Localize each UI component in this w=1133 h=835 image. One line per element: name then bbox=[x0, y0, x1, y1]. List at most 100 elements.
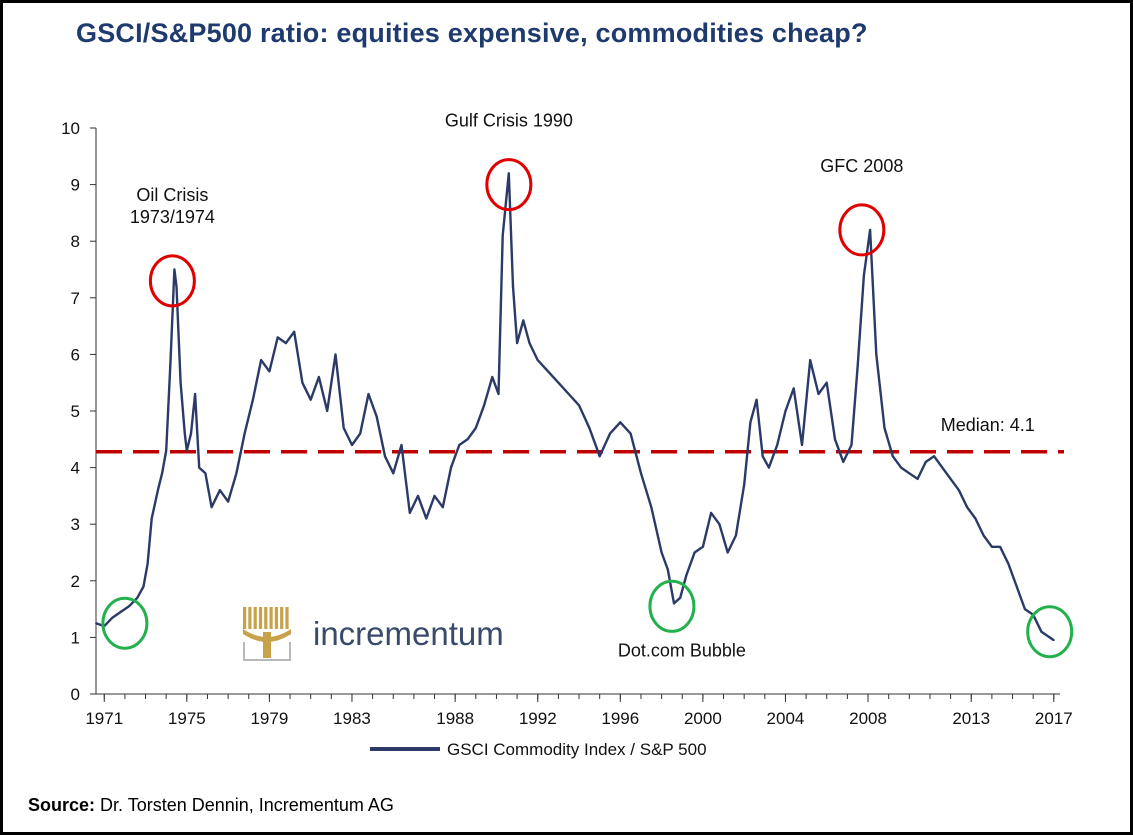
data-point bbox=[359, 432, 362, 435]
data-point bbox=[161, 472, 164, 475]
data-point bbox=[817, 393, 820, 395]
data-point bbox=[726, 551, 729, 554]
median-group: Median: 4.1 bbox=[96, 415, 1064, 454]
data-point bbox=[875, 353, 878, 356]
data-point bbox=[146, 562, 149, 565]
data-point bbox=[702, 545, 704, 548]
y-tick-label: 5 bbox=[71, 402, 80, 421]
data-point bbox=[685, 574, 688, 576]
source-label: Source: bbox=[28, 795, 96, 815]
data-point bbox=[491, 376, 494, 378]
y-tick-label: 8 bbox=[71, 232, 80, 251]
data-point bbox=[466, 438, 469, 441]
data-point bbox=[142, 585, 145, 588]
x-tick-label: 1996 bbox=[601, 709, 639, 728]
data-point bbox=[856, 364, 859, 367]
data-point bbox=[693, 551, 696, 554]
data-point bbox=[801, 444, 803, 446]
x-tick-label: 1983 bbox=[333, 709, 371, 728]
data-point bbox=[588, 427, 591, 429]
x-tick-label: 2017 bbox=[1035, 709, 1073, 728]
series-line bbox=[95, 172, 1055, 642]
data-point bbox=[483, 404, 485, 407]
data-point bbox=[809, 359, 812, 361]
data-point bbox=[367, 393, 370, 395]
data-point bbox=[933, 455, 935, 458]
incrementum-logo: incrementum bbox=[243, 607, 504, 661]
trough-circle-marker bbox=[101, 596, 149, 650]
source-note: Source: Dr. Torsten Dennin, Incrementum … bbox=[28, 795, 394, 816]
data-point bbox=[516, 342, 518, 344]
data-point bbox=[219, 489, 221, 492]
data-point bbox=[924, 461, 927, 463]
data-point bbox=[450, 466, 452, 469]
data-point bbox=[609, 432, 611, 435]
logo-text: incrementum bbox=[313, 615, 504, 652]
peak-circle-marker bbox=[838, 203, 886, 257]
data-point bbox=[173, 268, 176, 271]
data-point bbox=[425, 517, 428, 520]
data-point bbox=[650, 506, 653, 509]
data-point bbox=[190, 432, 192, 435]
data-point bbox=[966, 506, 968, 509]
data-point bbox=[198, 466, 201, 469]
data-point bbox=[301, 381, 304, 384]
peak-circle-marker bbox=[485, 158, 533, 212]
data-point bbox=[718, 523, 721, 526]
data-point bbox=[293, 330, 296, 333]
data-point bbox=[982, 534, 985, 537]
data-point bbox=[276, 336, 279, 339]
legend-label: GSCI Commodity Index / S&P 500 bbox=[447, 740, 707, 759]
data-point bbox=[660, 551, 663, 554]
data-point bbox=[776, 444, 779, 446]
data-point bbox=[640, 472, 642, 475]
data-point bbox=[908, 472, 911, 475]
data-point bbox=[1007, 562, 1010, 565]
data-point bbox=[749, 421, 752, 424]
data-point bbox=[679, 596, 682, 599]
data-point bbox=[417, 495, 419, 497]
annotation-label: GFC 2008 bbox=[820, 156, 903, 176]
data-point bbox=[351, 444, 353, 446]
tree-logo-icon bbox=[243, 607, 291, 661]
data-point bbox=[268, 370, 271, 373]
data-point bbox=[916, 478, 919, 480]
data-point bbox=[941, 466, 944, 469]
data-point bbox=[128, 605, 130, 608]
data-point bbox=[235, 472, 238, 475]
data-point bbox=[441, 506, 444, 509]
chart-title: GSCI/S&P500 ratio: equities expensive, c… bbox=[76, 18, 868, 48]
axes: 0 1 2 3 4 5 6 7 8 9 10 1971 1975 1979 1983 1988 1992 1996… bbox=[61, 119, 1073, 728]
data-point bbox=[165, 449, 168, 452]
annotation-label: 1973/1974 bbox=[130, 207, 215, 227]
data-point bbox=[169, 364, 172, 367]
data-point bbox=[474, 427, 477, 429]
data-point bbox=[629, 432, 632, 435]
data-point bbox=[755, 398, 758, 401]
x-tick-label: 1988 bbox=[436, 709, 474, 728]
y-tick-label: 1 bbox=[71, 628, 80, 647]
data-point bbox=[974, 517, 977, 520]
data-point bbox=[501, 234, 504, 237]
data-point bbox=[991, 545, 993, 548]
logo-canopy-bar bbox=[258, 607, 263, 629]
data-point bbox=[1024, 608, 1026, 610]
y-tick-label: 4 bbox=[71, 459, 80, 478]
data-point bbox=[761, 455, 764, 458]
data-point bbox=[863, 274, 865, 277]
data-point bbox=[243, 432, 246, 435]
y-tick-label: 9 bbox=[71, 176, 80, 195]
x-tick-label: 1979 bbox=[250, 709, 288, 728]
data-point bbox=[309, 398, 312, 401]
series-group bbox=[95, 172, 1055, 642]
logo-canopy-bar bbox=[264, 607, 268, 629]
data-point bbox=[958, 489, 960, 492]
x-tick-label: 1975 bbox=[168, 709, 206, 728]
data-point bbox=[260, 359, 262, 361]
data-point bbox=[1015, 585, 1018, 588]
trough-circle-marker bbox=[648, 579, 696, 633]
data-point bbox=[400, 444, 403, 446]
x-tick-label: 2008 bbox=[849, 709, 887, 728]
